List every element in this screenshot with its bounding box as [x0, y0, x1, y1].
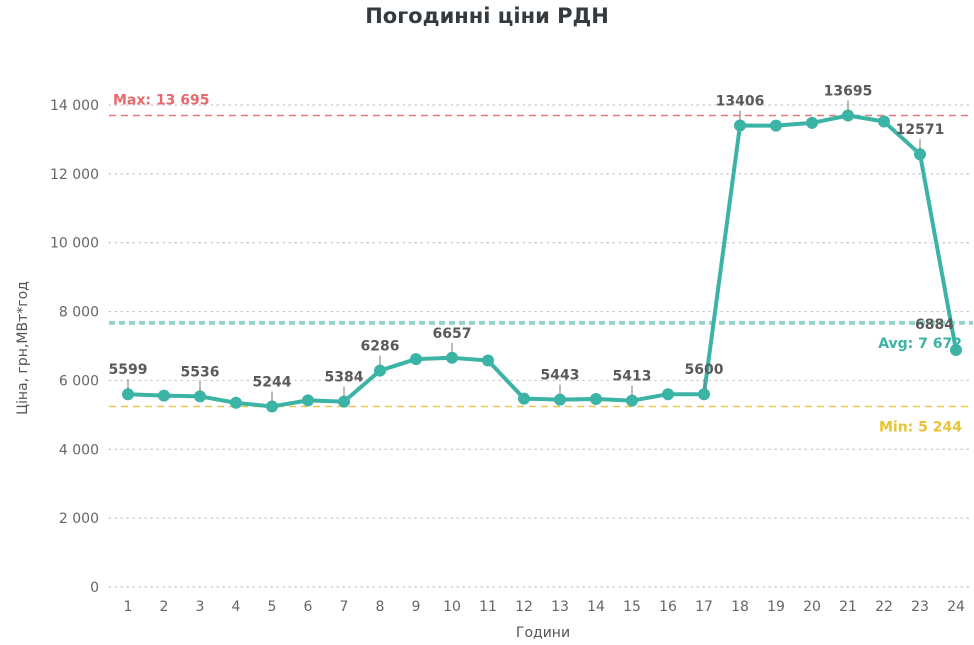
data-point: [338, 395, 350, 408]
y-tick-label: 4 000: [59, 442, 99, 458]
data-point: [662, 388, 674, 401]
x-tick-label: 20: [803, 599, 821, 615]
data-point: [410, 353, 422, 366]
x-tick-label: 13: [551, 599, 569, 615]
x-axis-ticks: 1 2 3 4 5 6 7 8 9 10 11 12 13 14 15 16 17 18 19 20 21 22 23 24: [124, 599, 965, 615]
data-point: [158, 389, 170, 402]
data-point: [734, 119, 746, 132]
x-tick-label: 24: [947, 599, 965, 615]
gridlines: [108, 104, 974, 588]
x-tick-label: 12: [515, 599, 533, 615]
data-point: [554, 393, 566, 406]
data-labels: 5599 5536 5244 5384 6286 6657 5443 5413 5600 1340…: [109, 84, 954, 402]
reference-lines: Max: 13 695 Avg: 7 672 Min: 5 244: [109, 93, 973, 435]
data-point: [194, 390, 206, 403]
x-tick-label: 8: [376, 599, 385, 615]
data-label: 5443: [541, 368, 580, 384]
series-line: [126, 113, 958, 409]
data-point: [302, 394, 314, 407]
x-tick-label: 23: [911, 599, 929, 615]
y-axis-ticks: 0 2 000 4 000 6 000 8 000 10 000 12 000 14 000: [50, 98, 99, 596]
x-tick-label: 18: [731, 599, 749, 615]
reference-label-min: Min: 5 244: [879, 419, 962, 435]
x-tick-label: 4: [232, 599, 241, 615]
y-tick-label: 8 000: [59, 305, 99, 321]
data-point: [374, 364, 386, 377]
x-tick-label: 10: [443, 599, 461, 615]
data-point: [230, 396, 242, 409]
data-point: [806, 116, 818, 129]
data-point: [122, 388, 134, 401]
x-tick-label: 3: [196, 599, 205, 615]
x-tick-label: 14: [587, 599, 605, 615]
y-tick-label: 14 000: [50, 98, 99, 114]
data-point: [518, 392, 530, 405]
data-label: 6657: [433, 326, 472, 342]
data-point: [590, 393, 602, 406]
y-tick-label: 0: [90, 580, 99, 596]
x-tick-label: 17: [695, 599, 713, 615]
x-tick-label: 16: [659, 599, 677, 615]
x-tick-label: 9: [412, 599, 421, 615]
chart-title: Погодинні ціни РДН: [365, 4, 609, 28]
x-tick-label: 1: [124, 599, 133, 615]
data-label: 5600: [685, 362, 724, 378]
x-tick-label: 19: [767, 599, 785, 615]
data-point: [950, 343, 962, 356]
x-axis-title: Години: [516, 625, 570, 641]
x-tick-label: 2: [160, 599, 169, 615]
data-label: 6884: [915, 317, 954, 333]
y-tick-label: 6 000: [59, 373, 99, 389]
data-point: [266, 400, 278, 413]
x-tick-label: 6: [304, 599, 313, 615]
x-tick-label: 15: [623, 599, 641, 615]
data-label: 5244: [253, 374, 292, 390]
data-point: [482, 354, 494, 367]
x-tick-label: 5: [268, 599, 277, 615]
data-point: [770, 119, 782, 132]
data-label: 6286: [361, 339, 400, 355]
series-layer: [122, 109, 962, 413]
y-axis-title: Ціна, грн,МВт*год: [15, 281, 31, 415]
x-tick-label: 21: [839, 599, 857, 615]
y-tick-label: 12 000: [50, 167, 99, 183]
data-point: [878, 115, 890, 128]
x-tick-label: 22: [875, 599, 893, 615]
data-point: [626, 394, 638, 407]
data-label: 13695: [824, 84, 873, 100]
y-tick-label: 2 000: [59, 511, 99, 527]
data-label: 13406: [716, 93, 765, 109]
reference-label-avg: Avg: 7 672: [878, 336, 962, 352]
data-point: [698, 388, 710, 401]
y-tick-label: 10 000: [50, 236, 99, 252]
data-point: [842, 109, 854, 122]
data-label: 5413: [613, 369, 652, 385]
data-label: 5599: [109, 362, 148, 378]
reference-label-max: Max: 13 695: [113, 93, 209, 109]
x-tick-label: 7: [340, 599, 349, 615]
data-label: 12571: [896, 122, 945, 138]
data-point: [446, 351, 458, 364]
data-point: [914, 148, 926, 161]
x-tick-label: 11: [479, 599, 497, 615]
data-label: 5384: [325, 370, 364, 386]
data-label: 5536: [181, 364, 220, 380]
